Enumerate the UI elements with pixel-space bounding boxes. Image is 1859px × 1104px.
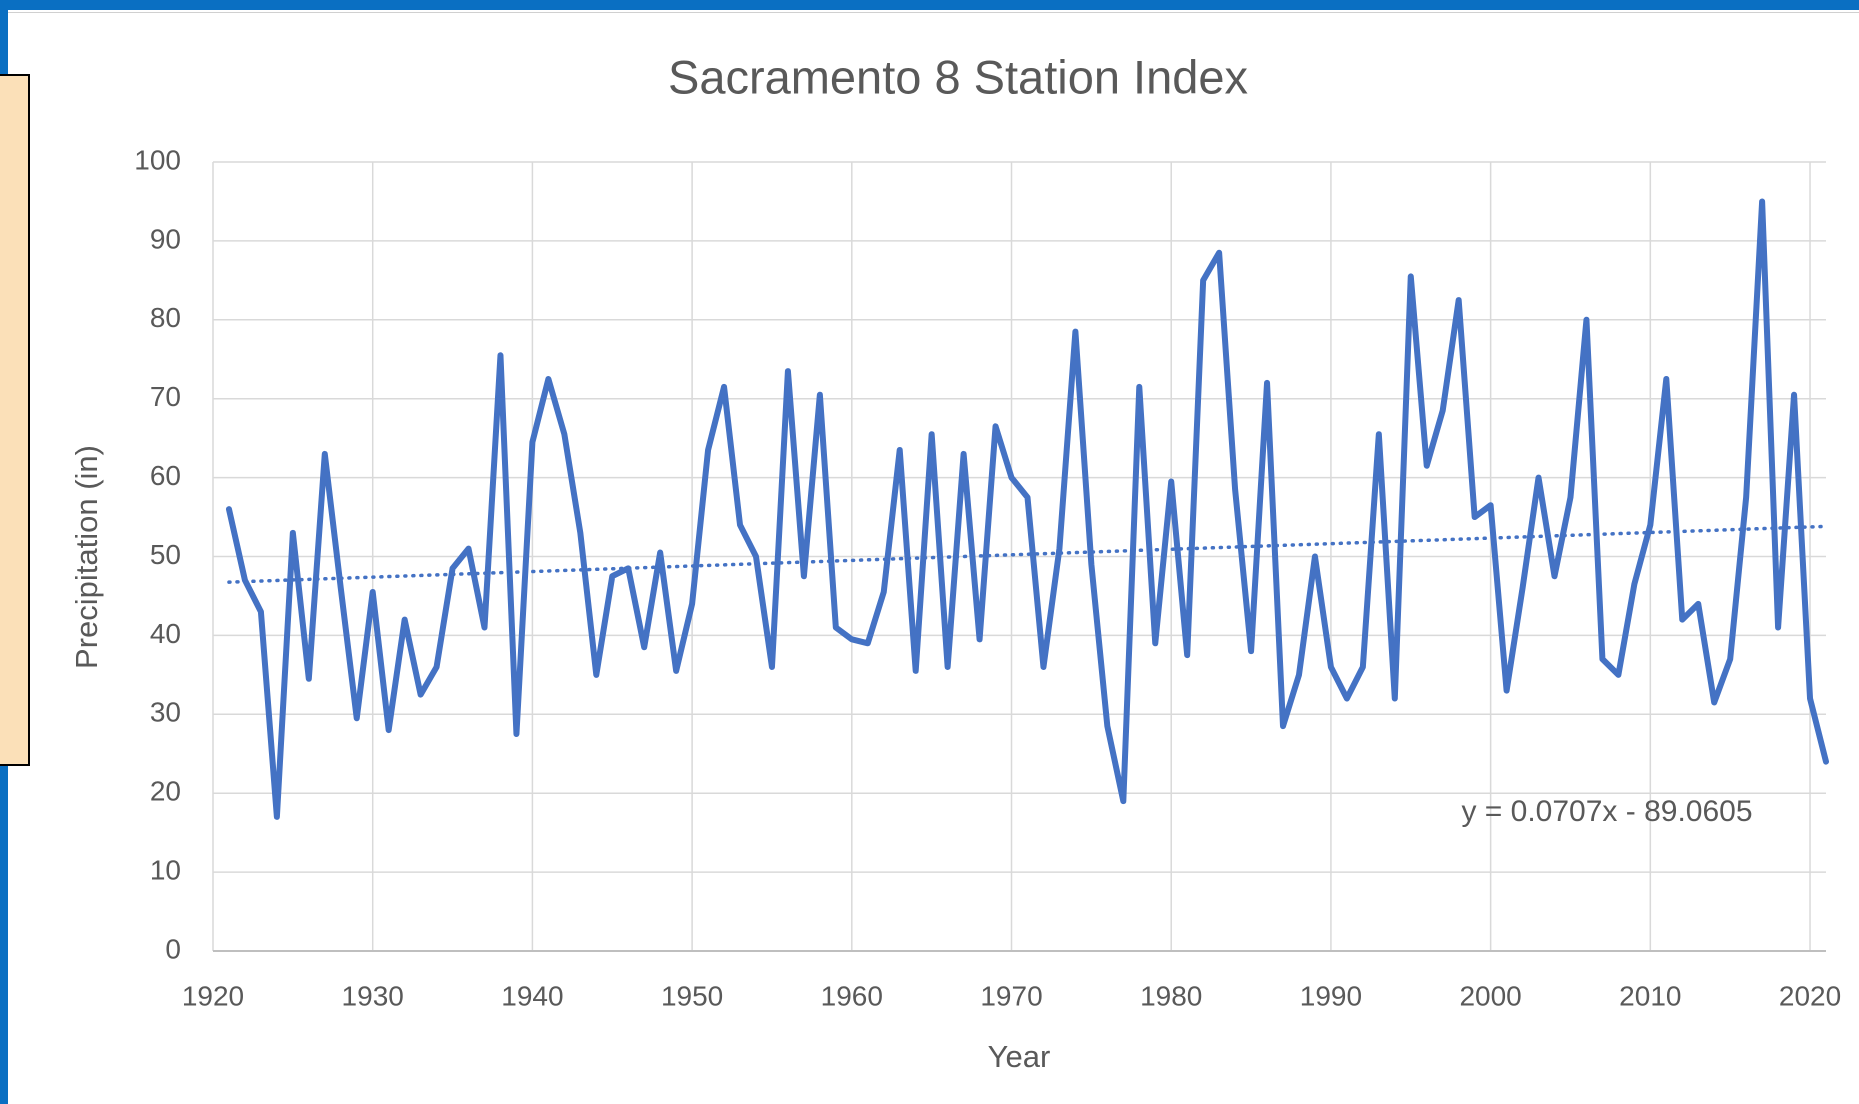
x-tick-label: 1920 [182, 980, 244, 1011]
trendline [227, 524, 1828, 584]
window-frame-top [0, 0, 1859, 10]
x-tick-label: 2000 [1459, 980, 1521, 1011]
x-axis-label: Year [988, 1039, 1051, 1074]
side-map-panel [0, 74, 30, 766]
y-tick-label: 90 [150, 223, 181, 254]
y-tick-label: 10 [150, 854, 181, 885]
y-axis-label: Precipitation (in) [69, 445, 104, 669]
plot-area: 0 10 20 30 40 50 60 70 80 90 100 1920 1930 1940 1950 19… [134, 144, 1841, 1011]
y-tick-label: 20 [150, 776, 181, 807]
y-tick-label: 40 [150, 618, 181, 649]
x-tick-label: 1940 [501, 980, 563, 1011]
x-tick-label: 2010 [1619, 980, 1681, 1011]
data-line [225, 198, 1829, 820]
y-tick-label: 30 [150, 697, 181, 728]
frame-line [8, 12, 1859, 13]
y-tick-label: 0 [165, 933, 181, 964]
x-tick-label: 1930 [342, 980, 404, 1011]
x-tick-label: 1990 [1300, 980, 1362, 1011]
trendline-equation: y = 0.0707x - 89.0605 [1461, 795, 1752, 828]
y-tick-label: 100 [134, 144, 181, 175]
x-tick-label: 1980 [1140, 980, 1202, 1011]
y-tick-label: 80 [150, 302, 181, 333]
y-tick-label: 70 [150, 381, 181, 412]
y-tick-label: 60 [150, 460, 181, 491]
chart-title: Sacramento 8 Station Index [668, 50, 1248, 103]
x-tick-label: 1970 [980, 980, 1042, 1011]
y-tick-label: 50 [150, 539, 181, 570]
x-tick-label: 2020 [1779, 980, 1841, 1011]
x-tick-label: 1950 [661, 980, 723, 1011]
x-tick-label: 1960 [821, 980, 883, 1011]
